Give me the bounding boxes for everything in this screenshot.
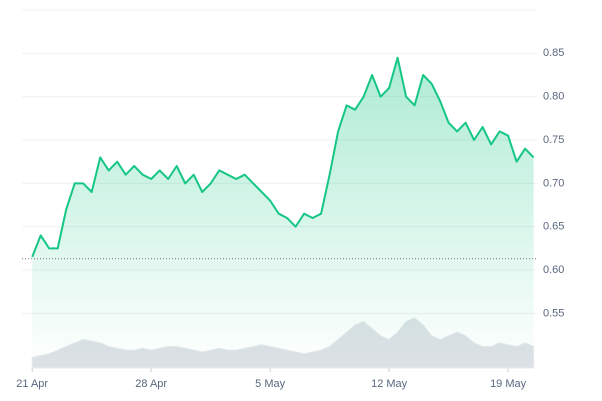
x-tick-label: 28 Apr bbox=[135, 378, 167, 390]
x-tick-label: 19 May bbox=[490, 378, 527, 390]
x-tick-label: 21 Apr bbox=[16, 378, 48, 390]
y-tick-label: 0.75 bbox=[543, 134, 564, 146]
price-area bbox=[32, 57, 534, 368]
price-line bbox=[31, 56, 535, 258]
y-tick-label: 0.70 bbox=[543, 177, 564, 189]
y-tick-label: 0.80 bbox=[543, 91, 564, 103]
y-tick-label: 0.60 bbox=[543, 264, 564, 276]
y-tick-label: 0.65 bbox=[543, 221, 564, 233]
x-tick-label: 5 May bbox=[255, 378, 285, 390]
y-tick-label: 0.85 bbox=[543, 47, 564, 59]
x-tick-label: 12 May bbox=[371, 378, 408, 390]
y-tick-label: 0.55 bbox=[543, 307, 564, 319]
